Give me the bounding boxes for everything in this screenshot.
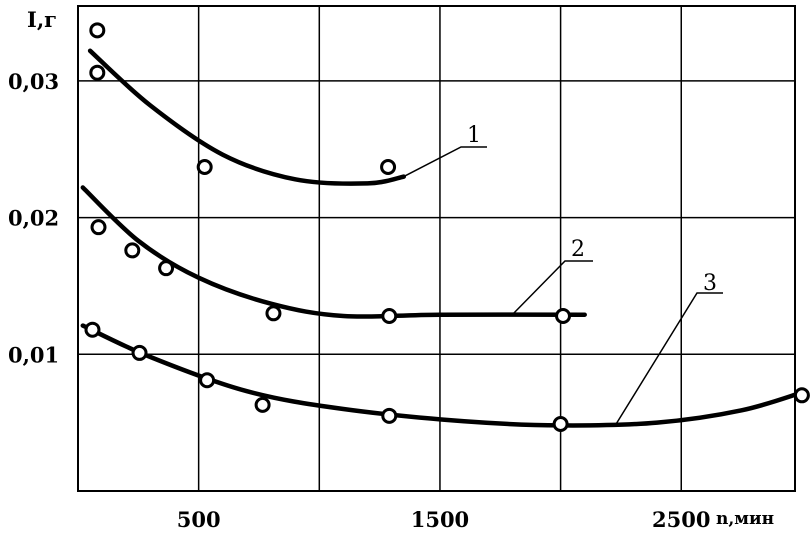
series-3-leader-line: [615, 292, 723, 425]
series-1-point: [380, 159, 397, 176]
x-tick-label: 500: [177, 507, 221, 532]
series-2-curve: [80, 185, 587, 319]
x-tick-label: 2500: [652, 507, 710, 532]
series-1-label: 1: [467, 123, 481, 148]
series-3-point: [552, 416, 569, 433]
plot-frame: [77, 5, 796, 492]
x-axis-label: n,мин: [716, 509, 774, 529]
series-2-point: [265, 305, 282, 322]
series-2-point: [90, 219, 107, 236]
series-2-leader-line: [511, 260, 593, 316]
grid: [78, 6, 795, 491]
series-2-point: [555, 308, 572, 325]
curves: [80, 48, 805, 428]
x-tick-labels: 500 1500 2500: [177, 507, 711, 532]
series-3-curve: [80, 323, 805, 428]
series-1-leader-line: [403, 146, 487, 178]
series-3-point: [131, 344, 148, 361]
markers: [84, 22, 810, 433]
y-tick-label: 0,03: [8, 69, 59, 94]
series-3-point: [254, 396, 271, 413]
x-tick-label: 1500: [411, 507, 469, 532]
y-tick-label: 0,01: [8, 342, 59, 367]
series-1-curve: [87, 48, 407, 186]
series-2-label: 2: [571, 237, 585, 262]
series-3-label: 3: [703, 271, 717, 296]
series-3-point: [793, 387, 810, 404]
y-tick-label: 0,02: [8, 206, 59, 231]
series-1-point: [196, 159, 213, 176]
series-3-point: [199, 372, 216, 389]
series-3-point: [84, 321, 101, 338]
y-axis-label: I,г: [27, 7, 57, 32]
series-1-point: [89, 22, 106, 39]
series-3-point: [381, 407, 398, 424]
series-1-point: [89, 64, 106, 81]
y-tick-labels: 0,01 0,02 0,03: [8, 69, 59, 367]
series-2-point: [124, 242, 141, 259]
series-2-point: [158, 260, 175, 277]
series-2-point: [381, 308, 398, 325]
leaders: 1 2 3: [403, 123, 723, 425]
